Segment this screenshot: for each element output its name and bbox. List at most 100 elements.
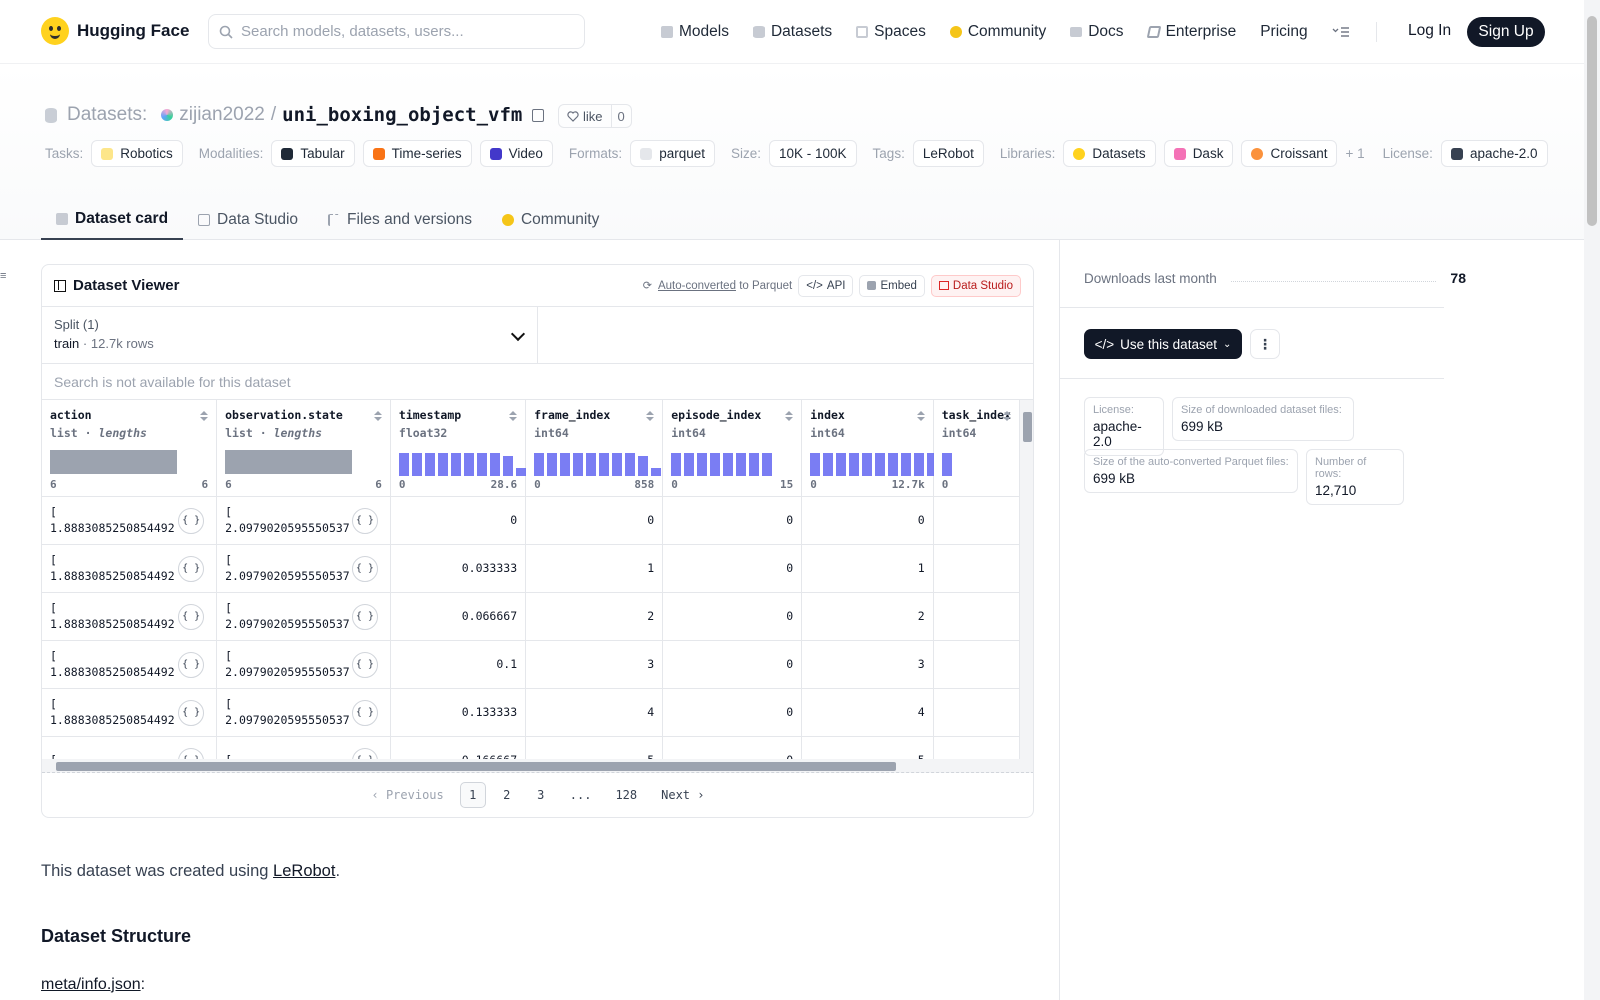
cell-task-index[interactable] bbox=[933, 688, 1020, 737]
nav-models[interactable]: Models bbox=[661, 23, 729, 41]
histogram-bar[interactable] bbox=[612, 453, 623, 476]
cell-action[interactable]: [{ } bbox=[42, 736, 218, 759]
page-scrollbar[interactable] bbox=[1584, 0, 1600, 1000]
expand-json-icon[interactable]: { } bbox=[178, 507, 205, 534]
tag-time-series[interactable]: Time-series bbox=[362, 140, 472, 167]
expand-json-icon[interactable]: { } bbox=[178, 603, 205, 630]
sort-icon[interactable] bbox=[200, 411, 208, 421]
scroll-thumb[interactable] bbox=[1023, 412, 1032, 442]
histogram-bar[interactable] bbox=[573, 453, 584, 476]
cell-episode-index[interactable]: 0 bbox=[662, 496, 803, 545]
histogram-bar[interactable] bbox=[875, 453, 886, 476]
cell-observation-state[interactable]: [2.0979020595550537{ } bbox=[216, 496, 391, 545]
api-button[interactable]: </> API bbox=[798, 274, 854, 297]
histogram-bar[interactable] bbox=[723, 453, 734, 476]
cell-index[interactable]: 4 bbox=[801, 688, 934, 737]
sort-icon[interactable] bbox=[374, 411, 382, 421]
nav-enterprise[interactable]: Enterprise bbox=[1146, 23, 1236, 41]
cell-observation-state[interactable]: [2.0979020595550537{ } bbox=[216, 688, 391, 737]
histogram-bar[interactable] bbox=[463, 453, 474, 476]
cell-frame-index[interactable]: 3 bbox=[525, 640, 664, 689]
nav-docs[interactable]: Docs bbox=[1070, 23, 1124, 41]
cell-action[interactable]: [1.8883085250854492{ } bbox=[42, 544, 218, 593]
histogram-bar[interactable] bbox=[534, 453, 545, 476]
copy-icon[interactable] bbox=[532, 108, 545, 122]
histogram-bar[interactable] bbox=[560, 453, 571, 476]
tag-lib-croissant[interactable]: Croissant bbox=[1241, 140, 1338, 167]
search-input[interactable] bbox=[241, 23, 561, 40]
sort-icon[interactable] bbox=[509, 411, 517, 421]
cell-episode-index[interactable]: 0 bbox=[662, 688, 803, 737]
column-header[interactable]: frame_index int64 0 858 bbox=[525, 400, 664, 497]
sort-icon[interactable] bbox=[646, 411, 654, 421]
histogram-bar[interactable] bbox=[424, 453, 435, 476]
expand-json-icon[interactable]: { } bbox=[178, 555, 205, 582]
global-search[interactable] bbox=[208, 14, 585, 49]
cell-action[interactable]: [1.8883085250854492{ } bbox=[42, 592, 218, 641]
tag-tabular[interactable]: Tabular bbox=[271, 140, 355, 167]
cell-timestamp[interactable]: 0.166667 bbox=[390, 736, 527, 759]
tag-robotics[interactable]: Robotics bbox=[91, 140, 183, 167]
histogram-bar[interactable] bbox=[671, 453, 682, 476]
expand-json-icon[interactable]: { } bbox=[178, 699, 205, 726]
column-header[interactable]: episode_index int64 0 15 bbox=[662, 400, 803, 497]
expand-json-icon[interactable]: { } bbox=[178, 651, 205, 678]
tag-lib-datasets[interactable]: Datasets bbox=[1063, 140, 1156, 167]
column-header[interactable]: action list · lengths 6 6 bbox=[42, 400, 218, 497]
histogram-bar[interactable] bbox=[489, 453, 500, 476]
cell-frame-index[interactable]: 4 bbox=[525, 688, 664, 737]
cell-frame-index[interactable]: 0 bbox=[525, 496, 664, 545]
histogram-bar[interactable] bbox=[749, 453, 760, 476]
cell-timestamp[interactable]: 0.1 bbox=[390, 640, 527, 689]
login-link[interactable]: Log In bbox=[1408, 22, 1452, 39]
histogram-bar[interactable] bbox=[502, 456, 513, 476]
cell-task-index[interactable] bbox=[933, 736, 1020, 759]
cell-episode-index[interactable]: 0 bbox=[662, 640, 803, 689]
column-header[interactable]: timestamp float32 0 28.6 bbox=[390, 400, 527, 497]
cell-index[interactable]: 1 bbox=[801, 544, 934, 593]
cell-timestamp[interactable]: 0.133333 bbox=[390, 688, 527, 737]
expand-json-icon[interactable]: { } bbox=[351, 555, 378, 582]
histogram-bar[interactable] bbox=[437, 453, 448, 476]
histogram-bar[interactable] bbox=[710, 453, 721, 476]
use-this-dataset-button[interactable]: </> Use this dataset ⌄ bbox=[1084, 329, 1242, 359]
histogram-bar[interactable] bbox=[476, 453, 487, 476]
tab-data-studio[interactable]: Data Studio bbox=[183, 200, 313, 240]
sort-icon[interactable] bbox=[1003, 411, 1011, 421]
cell-action[interactable]: [1.8883085250854492{ } bbox=[42, 640, 218, 689]
page-3-button[interactable]: 3 bbox=[537, 788, 545, 802]
table-row[interactable]: [1.8883085250854492{ }[2.097902059555053… bbox=[42, 640, 1020, 689]
nav-datasets[interactable]: Datasets bbox=[752, 23, 832, 41]
cell-observation-state[interactable]: [2.0979020595550537{ } bbox=[216, 640, 391, 689]
nav-spaces[interactable]: Spaces bbox=[856, 23, 926, 41]
tab-files[interactable]: Files and versions bbox=[313, 200, 487, 240]
cell-index[interactable]: 0 bbox=[801, 496, 934, 545]
tag-license[interactable]: apache-2.0 bbox=[1440, 140, 1548, 167]
tag-lib-dask[interactable]: Dask bbox=[1163, 140, 1234, 167]
table-row[interactable]: [1.8883085250854492{ }[2.097902059555053… bbox=[42, 496, 1020, 545]
page-2-button[interactable]: 2 bbox=[503, 788, 511, 802]
vertical-scrollbar[interactable] bbox=[1020, 400, 1033, 759]
cell-index[interactable]: 2 bbox=[801, 592, 934, 641]
histogram-bar[interactable] bbox=[515, 468, 526, 476]
histogram-bar[interactable] bbox=[450, 453, 461, 476]
histogram-bar[interactable] bbox=[398, 453, 409, 476]
cell-episode-index[interactable]: 0 bbox=[662, 544, 803, 593]
histogram-bar[interactable] bbox=[599, 453, 610, 476]
cell-frame-index[interactable]: 5 bbox=[525, 736, 664, 759]
cell-observation-state[interactable]: [2.0979020595550537{ } bbox=[216, 544, 391, 593]
histogram-bar[interactable] bbox=[849, 453, 860, 476]
expand-json-icon[interactable]: { } bbox=[351, 747, 378, 759]
page-1-button[interactable]: 1 bbox=[459, 782, 486, 808]
home-logo[interactable]: Hugging Face bbox=[41, 17, 189, 45]
cell-observation-state[interactable]: [{ } bbox=[216, 736, 391, 759]
nav-community[interactable]: Community bbox=[949, 23, 1046, 41]
cell-frame-index[interactable]: 1 bbox=[525, 544, 664, 593]
nav-more-menu[interactable] bbox=[1332, 26, 1350, 38]
page-128-button[interactable]: 128 bbox=[615, 788, 638, 802]
cell-task-index[interactable] bbox=[933, 592, 1020, 641]
org-link[interactable]: zijian2022 bbox=[179, 104, 265, 125]
column-header[interactable]: observation.state list · lengths 6 6 bbox=[216, 400, 391, 497]
cell-task-index[interactable] bbox=[933, 640, 1020, 689]
previous-page-button[interactable]: ‹ Previous bbox=[364, 782, 452, 808]
